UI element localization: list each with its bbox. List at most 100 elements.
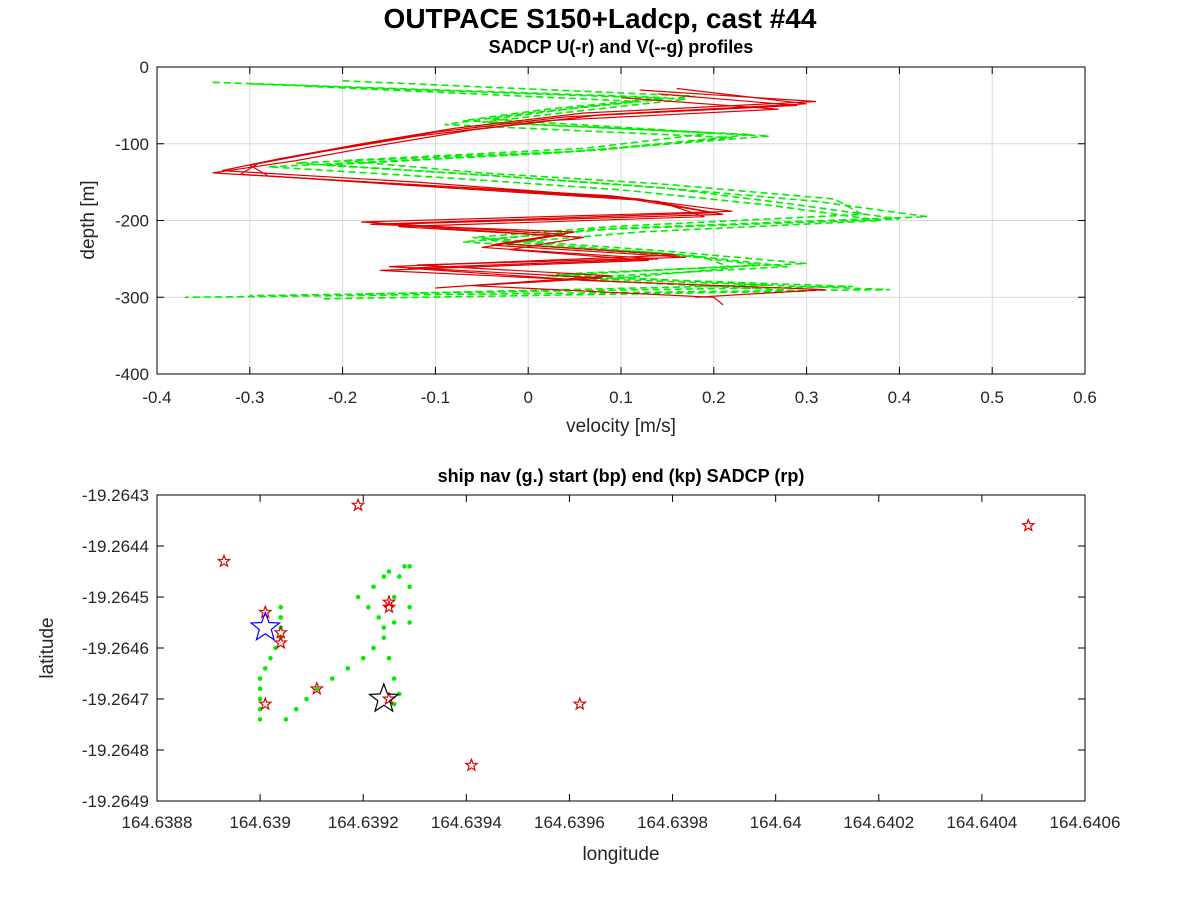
profile-plot-xtick-label: -0.1	[421, 388, 450, 407]
u-profile-line	[238, 93, 826, 298]
profile-plot: SADCP U(-r) and V(--g) profiles -0.4 -0.3…	[78, 37, 1097, 437]
profile-plot-data-area	[184, 80, 928, 306]
nav-plot-xlabel: longitude	[582, 844, 659, 865]
ship-nav-point	[366, 604, 371, 610]
profile-plot-title: SADCP U(-r) and V(--g) profiles	[489, 37, 754, 57]
sadcp-point	[1020, 517, 1036, 532]
sadcp-point	[381, 599, 397, 614]
ship-nav-point	[407, 564, 412, 569]
nav-plot-ticks: 164.6388 164.639 164.6392 164.6394 164.6396 1…	[82, 486, 1121, 832]
ship-nav-point	[391, 594, 397, 600]
nav-plot-title: ship nav (g.) start (bp) end (kp) SADCP …	[438, 466, 805, 486]
nav-plot-xtick-label: 164.6394	[431, 813, 502, 832]
nav-plot-xtick-label: 164.6396	[534, 813, 605, 832]
ship-nav-point	[391, 676, 397, 681]
ship-nav-point	[314, 686, 320, 692]
ship-nav-point	[268, 655, 273, 661]
ship-nav-point	[371, 584, 376, 590]
end-marker	[367, 682, 400, 713]
profile-plot-ytick-label: -200	[115, 212, 149, 231]
sadcp-point	[257, 696, 273, 711]
ship-nav-point	[397, 574, 402, 579]
nav-plot-xtick-label: 164.639	[229, 813, 290, 832]
ship-nav-point	[360, 655, 366, 661]
ship-nav-point	[381, 625, 387, 630]
v-profile-line	[342, 80, 866, 295]
ship-nav-point	[402, 564, 407, 569]
v-profile-line	[268, 85, 881, 300]
nav-plot-data-area	[216, 497, 1036, 772]
nav-plot-xtick-label: 164.6402	[843, 813, 914, 832]
ship-nav-point	[283, 717, 289, 722]
nav-plot-ytick-label: -19.2645	[82, 588, 149, 607]
profile-plot-xtick-label: 0.1	[609, 388, 633, 407]
ship-nav-point	[278, 604, 284, 610]
ship-nav-point	[391, 620, 397, 625]
ship-nav-point	[355, 594, 361, 600]
nav-plot-xtick-label: 164.6392	[328, 813, 399, 832]
sadcp-point	[216, 553, 232, 568]
profile-plot-xtick-label: 0.6	[1073, 388, 1097, 407]
ship-nav-point	[262, 666, 268, 671]
profile-plot-xtick-label: 0	[523, 388, 532, 407]
ship-nav-point	[329, 676, 335, 681]
sadcp-point	[381, 594, 397, 609]
nav-plot-frame	[156, 494, 1086, 802]
ship-nav-point	[257, 717, 263, 722]
profile-plot-ylabel: depth [m]	[78, 180, 99, 259]
nav-plot-ytick-label: -19.2643	[82, 486, 149, 505]
profile-plot-ticks: -0.4 -0.3 -0.2 -0.1 0 0.1 0.2 0.3 0.4 0.5 0.6 0 -100…	[115, 58, 1097, 407]
profile-plot-ytick-label: 0	[140, 58, 149, 77]
ship-nav-point	[257, 696, 263, 702]
nav-plot-ylabel: latitude	[37, 617, 58, 678]
nav-plot-xtick-label: 164.6404	[946, 813, 1017, 832]
ship-nav-point	[345, 666, 351, 671]
nav-plot-xtick-label: 164.6388	[122, 813, 193, 832]
ship-nav-point	[391, 701, 397, 707]
profile-plot-ytick-label: -400	[115, 365, 149, 384]
ship-nav-point	[407, 604, 412, 610]
sadcp-point	[273, 635, 289, 650]
ship-nav-point	[407, 584, 412, 590]
profile-plot-xtick-label: 0.4	[888, 388, 912, 407]
profile-plot-xtick-label: 0.3	[795, 388, 819, 407]
ship-nav-point	[371, 645, 376, 651]
ship-nav-point	[386, 655, 392, 661]
ship-nav-point	[257, 706, 263, 712]
sadcp-point	[350, 497, 366, 512]
nav-plot-xtick-label: 164.6406	[1050, 813, 1121, 832]
profile-plot-xtick-label: -0.3	[235, 388, 264, 407]
profile-plot-ytick-label: -100	[115, 135, 149, 154]
profile-plot-xtick-label: 0.2	[702, 388, 726, 407]
ship-nav-point	[386, 569, 392, 574]
start-marker	[249, 610, 282, 642]
sadcp-point	[257, 604, 273, 619]
ship-nav-point	[381, 635, 387, 641]
u-profile-line	[212, 87, 807, 289]
ship-nav-point	[381, 574, 387, 579]
figure-title: OUTPACE S150+Ladcp, cast #44	[384, 3, 817, 34]
nav-plot: ship nav (g.) start (bp) end (kp) SADCP …	[37, 466, 1120, 865]
nav-plot-xtick-label: 164.64	[750, 813, 802, 832]
nav-plot-ytick-label: -19.2648	[82, 741, 149, 760]
sadcp-point	[309, 681, 325, 696]
ship-nav-point	[407, 620, 412, 625]
ship-nav-point	[278, 615, 284, 620]
profile-plot-xtick-label: -0.2	[328, 388, 357, 407]
ship-nav-point	[304, 696, 309, 702]
nav-plot-ytick-label: -19.2647	[82, 690, 149, 709]
sadcp-point	[464, 757, 479, 772]
ship-nav-point	[273, 645, 278, 651]
nav-plot-ytick-label: -19.2644	[82, 537, 149, 556]
profile-plot-xtick-label: -0.4	[142, 388, 171, 407]
v-profile-line	[184, 81, 928, 299]
profile-plot-ytick-label: -300	[115, 288, 149, 307]
ship-nav-point	[257, 686, 263, 692]
profile-plot-xtick-label: 0.5	[980, 388, 1004, 407]
profile-plot-xlabel: velocity [m/s]	[566, 416, 676, 437]
nav-plot-ytick-label: -19.2649	[82, 792, 149, 811]
nav-plot-xtick-label: 164.6398	[637, 813, 708, 832]
ship-nav-point	[293, 706, 299, 712]
ship-nav-point	[257, 676, 263, 681]
